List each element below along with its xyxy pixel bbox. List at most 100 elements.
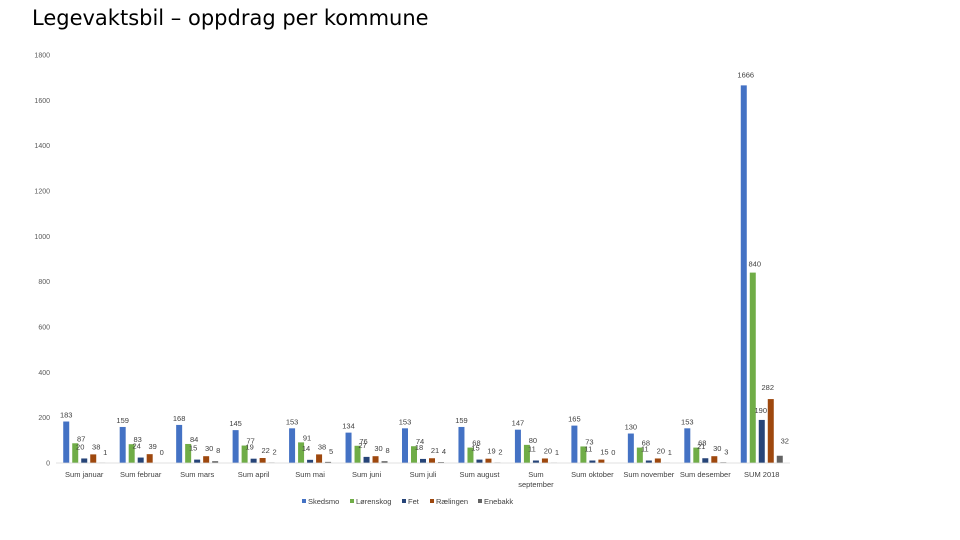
data-label: 30: [205, 444, 213, 453]
bar: [589, 460, 596, 463]
x-tick-label: Sum mars: [180, 470, 214, 479]
data-label: 11: [584, 445, 592, 454]
bar: [541, 458, 548, 463]
bar: [325, 461, 332, 463]
x-tick-label: Sum januar: [65, 470, 104, 479]
data-label: 153: [286, 417, 299, 426]
data-label: 2: [273, 448, 277, 457]
data-label: 21: [431, 446, 439, 455]
legend-entry: Rælingen: [436, 497, 468, 506]
y-tick-label: 400: [38, 370, 50, 377]
bar: [767, 399, 774, 463]
bar: [429, 458, 435, 463]
y-tick-label: 1200: [34, 189, 50, 196]
data-label: 15: [471, 444, 479, 453]
bar: [298, 442, 305, 463]
bar: [740, 85, 747, 463]
data-label: 8: [385, 446, 389, 455]
x-tick-label: Sum april: [238, 470, 270, 479]
bar: [702, 458, 709, 463]
chart-title: Legevaktsbil – oppdrag per kommune: [32, 6, 429, 30]
y-tick-label: 0: [46, 461, 50, 468]
data-label: 30: [713, 444, 721, 453]
legend-entry: Enebakk: [484, 497, 513, 506]
data-label: 20: [76, 442, 84, 451]
bar: [146, 454, 153, 463]
bar: [289, 428, 296, 463]
data-label: 74: [416, 437, 424, 446]
data-label: 159: [116, 416, 129, 425]
data-label: 3: [724, 447, 728, 456]
bar: [485, 458, 492, 463]
data-label: 19: [245, 443, 253, 452]
bar: [523, 444, 530, 463]
bar: [90, 454, 97, 463]
data-label: 840: [749, 260, 762, 269]
data-label: 1: [555, 448, 559, 457]
bar: [693, 447, 700, 463]
bar: [467, 447, 474, 463]
data-label: 130: [625, 423, 638, 432]
data-label: 80: [529, 436, 537, 445]
legend-entry: Skedsmo: [308, 497, 339, 506]
data-label: 68: [472, 439, 480, 448]
data-label: 282: [762, 383, 775, 392]
x-tick-label: Sum september: [518, 470, 554, 489]
bar: [194, 459, 201, 463]
data-label: 14: [302, 444, 310, 453]
bar: [711, 456, 718, 463]
data-label: 91: [303, 433, 311, 442]
bar: [580, 446, 587, 463]
bar: [749, 272, 756, 463]
bar: [598, 459, 605, 463]
x-tick-label: Sum desember: [680, 470, 731, 479]
bar: [627, 433, 634, 463]
data-label: 20: [544, 446, 552, 455]
data-label: 5: [329, 447, 333, 456]
bar: [514, 429, 521, 463]
bar: [654, 458, 661, 463]
bar: [345, 432, 352, 463]
bar: [185, 443, 192, 463]
bar: [645, 460, 652, 463]
bar: [63, 421, 70, 463]
legend-swatch: [402, 499, 406, 503]
bar: [420, 458, 426, 463]
data-label: 147: [512, 419, 525, 428]
bar: [307, 459, 314, 463]
legend-swatch: [478, 499, 482, 503]
bar: [212, 461, 219, 463]
data-label: 159: [455, 416, 468, 425]
bar: [438, 462, 444, 463]
bar: [476, 459, 483, 463]
bar: [684, 428, 691, 463]
data-label: 1: [668, 448, 672, 457]
data-label: 73: [585, 437, 593, 446]
data-label: 134: [342, 422, 355, 431]
data-label: 2: [498, 448, 502, 457]
data-label: 87: [77, 434, 85, 443]
data-label: 18: [415, 443, 423, 452]
data-label: 15: [600, 448, 608, 457]
bar: [72, 443, 79, 463]
data-label: 1666: [737, 70, 754, 79]
data-label: 68: [698, 439, 706, 448]
bar: [571, 425, 578, 463]
legend-entry: Fet: [408, 497, 420, 506]
y-tick-label: 1600: [34, 98, 50, 105]
data-label: 165: [568, 415, 581, 424]
data-label: 27: [358, 441, 366, 450]
data-label: 84: [190, 435, 198, 444]
y-tick-label: 200: [38, 415, 50, 422]
y-axis: 0 200 400 600 800 1000 1200 1400 1600 1800: [34, 53, 50, 468]
bar: [137, 457, 144, 463]
data-label: 77: [246, 437, 254, 446]
bar: [411, 446, 417, 463]
data-label: 38: [318, 442, 326, 451]
x-tick-label: Sum november: [623, 470, 674, 479]
bar: [128, 444, 135, 463]
bar: [176, 424, 183, 463]
bar: [372, 456, 379, 463]
bar: [776, 455, 783, 463]
